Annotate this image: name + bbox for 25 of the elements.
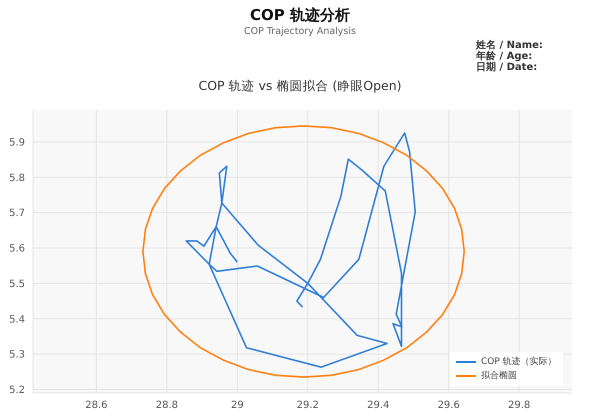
text: 日期 / Date:	[476, 62, 538, 73]
y-tick-label: 5.2	[9, 385, 25, 396]
y-tick-label: 5.8	[9, 172, 25, 184]
x-tick-label: 29.8	[508, 400, 530, 412]
y-tick-label: 5.3	[9, 350, 25, 361]
line-series	[142, 125, 465, 378]
y-tick-label: 5.4	[9, 314, 25, 326]
text: 年龄 / Age:	[476, 51, 534, 62]
chart-subtitle: COP Trajectory Analysis	[243, 26, 357, 37]
x-tick-label: 29	[230, 400, 244, 412]
text: COP 轨迹 vs 椭圆拟合 (睁眼Open)	[197, 78, 403, 95]
chart-title: COP 轨迹分析	[249, 6, 351, 25]
legend-label: COP 轨迹（实际）	[481, 356, 557, 369]
y-tick-label: 5.7	[9, 208, 25, 220]
x-tick-label: 29.6	[438, 400, 460, 412]
y-tick-label: 5.5	[9, 278, 25, 290]
line-series	[185, 132, 416, 368]
y-tick-label: 5.9	[9, 137, 25, 148]
text: 姓名 / Name:	[476, 40, 543, 51]
x-tick-label: 28.8	[156, 400, 178, 412]
x-tick-label: 28.6	[85, 400, 108, 412]
x-tick-label: 29.4	[367, 400, 390, 412]
x-tick-label: 29.2	[296, 400, 319, 412]
y-tick-label: 5.6	[9, 244, 25, 255]
legend-label: 拟合椭圆	[481, 370, 517, 383]
